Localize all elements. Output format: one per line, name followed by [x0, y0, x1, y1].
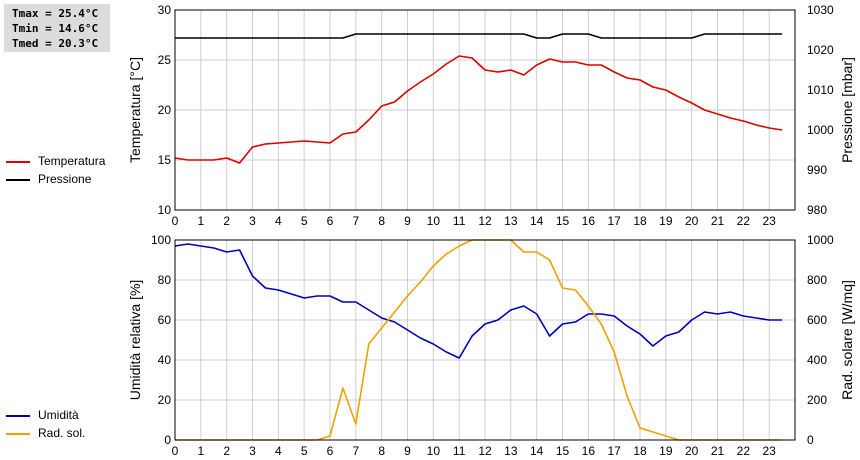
x-tick-label: 23 — [762, 444, 776, 458]
humidity-y-right-title: Rad. solare [W/mq] — [839, 280, 855, 400]
y-left-tick-label: 100 — [151, 233, 171, 247]
y-left-tick-label: 80 — [158, 273, 172, 287]
x-tick-label: 22 — [737, 444, 751, 458]
stats-box: Tmax = 25.4°C Tmin = 14.6°C Tmed = 20.3°… — [4, 4, 110, 52]
temp-y-left-title: Temperatura [°C] — [127, 57, 143, 163]
y-right-tick-label: 200 — [807, 393, 827, 407]
y-right-tick-label: 1010 — [807, 83, 834, 97]
x-tick-label: 4 — [275, 214, 282, 228]
y-left-tick-label: 10 — [158, 203, 172, 217]
x-tick-label: 12 — [478, 214, 492, 228]
x-tick-label: 19 — [659, 214, 673, 228]
legend-line-temperatura — [6, 161, 30, 163]
y-left-tick-label: 30 — [158, 3, 172, 17]
x-tick-label: 15 — [556, 214, 570, 228]
legend-line-pressione — [6, 179, 30, 181]
x-tick-label: 17 — [607, 214, 621, 228]
x-tick-label: 15 — [556, 444, 570, 458]
x-tick-label: 10 — [427, 214, 441, 228]
y-left-tick-label: 25 — [158, 53, 172, 67]
x-tick-label: 18 — [633, 444, 647, 458]
series-line-temperatura — [174, 55, 783, 164]
tmin-stat: Tmin = 14.6°C — [12, 22, 99, 35]
y-left-tick-label: 20 — [158, 393, 172, 407]
tmax-stat: Tmax = 25.4°C — [12, 7, 99, 20]
y-left-tick-label: 0 — [164, 433, 171, 447]
x-tick-label: 23 — [762, 214, 776, 228]
series-line-pressione — [175, 33, 783, 39]
y-left-tick-label: 40 — [158, 353, 172, 367]
x-tick-label: 4 — [275, 444, 282, 458]
x-tick-label: 17 — [607, 444, 621, 458]
y-right-tick-label: 800 — [807, 273, 827, 287]
x-tick-label: 11 — [453, 214, 466, 228]
x-tick-label: 22 — [737, 214, 751, 228]
x-tick-label: 9 — [404, 214, 411, 228]
legend-line-umidita — [6, 415, 30, 417]
x-tick-label: 3 — [249, 444, 256, 458]
humidity-y-left-title: Umidità relativa [%] — [127, 280, 143, 401]
legend-label-pressione: Pressione — [38, 172, 92, 186]
x-tick-label: 6 — [327, 214, 334, 228]
x-tick-label: 9 — [404, 444, 411, 458]
x-tick-label: 7 — [352, 214, 359, 228]
x-tick-label: 11 — [453, 444, 466, 458]
x-tick-label: 8 — [378, 444, 385, 458]
legend-label-rad-sol: Rad. sol. — [38, 426, 86, 440]
x-tick-label: 19 — [659, 444, 673, 458]
x-tick-label: 20 — [685, 444, 699, 458]
humidity-chart: 0 1 2 3 4 5 6 7 8 9 10 11 12 13 14 15 16 17 18 19 20 21 22 2302… — [127, 233, 855, 458]
x-tick-label: 20 — [685, 214, 699, 228]
x-tick-label: 13 — [504, 444, 518, 458]
y-right-tick-label: 1030 — [807, 3, 834, 17]
x-tick-label: 2 — [223, 214, 230, 228]
y-right-tick-label: 600 — [807, 313, 827, 327]
x-tick-label: 14 — [530, 214, 544, 228]
x-tick-label: 14 — [530, 444, 544, 458]
legend-line-rad-sol — [6, 433, 30, 435]
y-left-tick-label: 60 — [158, 313, 172, 327]
tmed-stat: Tmed = 20.3°C — [12, 37, 99, 50]
temp-plot-frame — [174, 9, 796, 211]
x-tick-label: 7 — [352, 444, 359, 458]
series-line-umidit — [174, 243, 783, 359]
legend-label-umidita: Umidità — [38, 408, 79, 422]
x-tick-label: 16 — [582, 444, 596, 458]
y-right-tick-label: 400 — [807, 353, 827, 367]
x-tick-label: 8 — [378, 214, 385, 228]
x-tick-label: 21 — [711, 214, 725, 228]
y-left-tick-label: 20 — [158, 103, 172, 117]
x-tick-label: 13 — [504, 214, 518, 228]
series-line-rad-sol — [175, 239, 783, 441]
x-tick-label: 16 — [582, 214, 596, 228]
y-right-tick-label: 1020 — [807, 43, 834, 57]
x-tick-label: 0 — [172, 214, 179, 228]
x-tick-label: 6 — [327, 444, 334, 458]
x-tick-label: 1 — [197, 444, 204, 458]
x-tick-label: 5 — [301, 214, 308, 228]
x-tick-label: 10 — [427, 444, 441, 458]
x-tick-label: 1 — [197, 214, 204, 228]
legend-label-temperatura: Temperatura — [38, 154, 106, 168]
x-tick-label: 2 — [223, 444, 230, 458]
x-tick-label: 21 — [711, 444, 725, 458]
temp-y-right-title: Pressione [mbar] — [839, 57, 855, 163]
y-right-tick-label: 1000 — [807, 123, 834, 137]
y-left-tick-label: 15 — [158, 153, 172, 167]
x-tick-label: 18 — [633, 214, 647, 228]
y-right-tick-label: 0 — [807, 433, 814, 447]
humidity-plot-frame — [174, 239, 796, 441]
x-tick-label: 12 — [478, 444, 492, 458]
x-tick-label: 3 — [249, 214, 256, 228]
temp-chart: 0 1 2 3 4 5 6 7 8 9 10 11 12 13 14 15 16 17 18 19 20 21 22 2310… — [127, 3, 855, 228]
y-right-tick-label: 980 — [807, 203, 827, 217]
y-right-tick-label: 1000 — [807, 233, 834, 247]
x-tick-label: 5 — [301, 444, 308, 458]
x-tick-label: 0 — [172, 444, 179, 458]
y-right-tick-label: 990 — [807, 163, 827, 177]
